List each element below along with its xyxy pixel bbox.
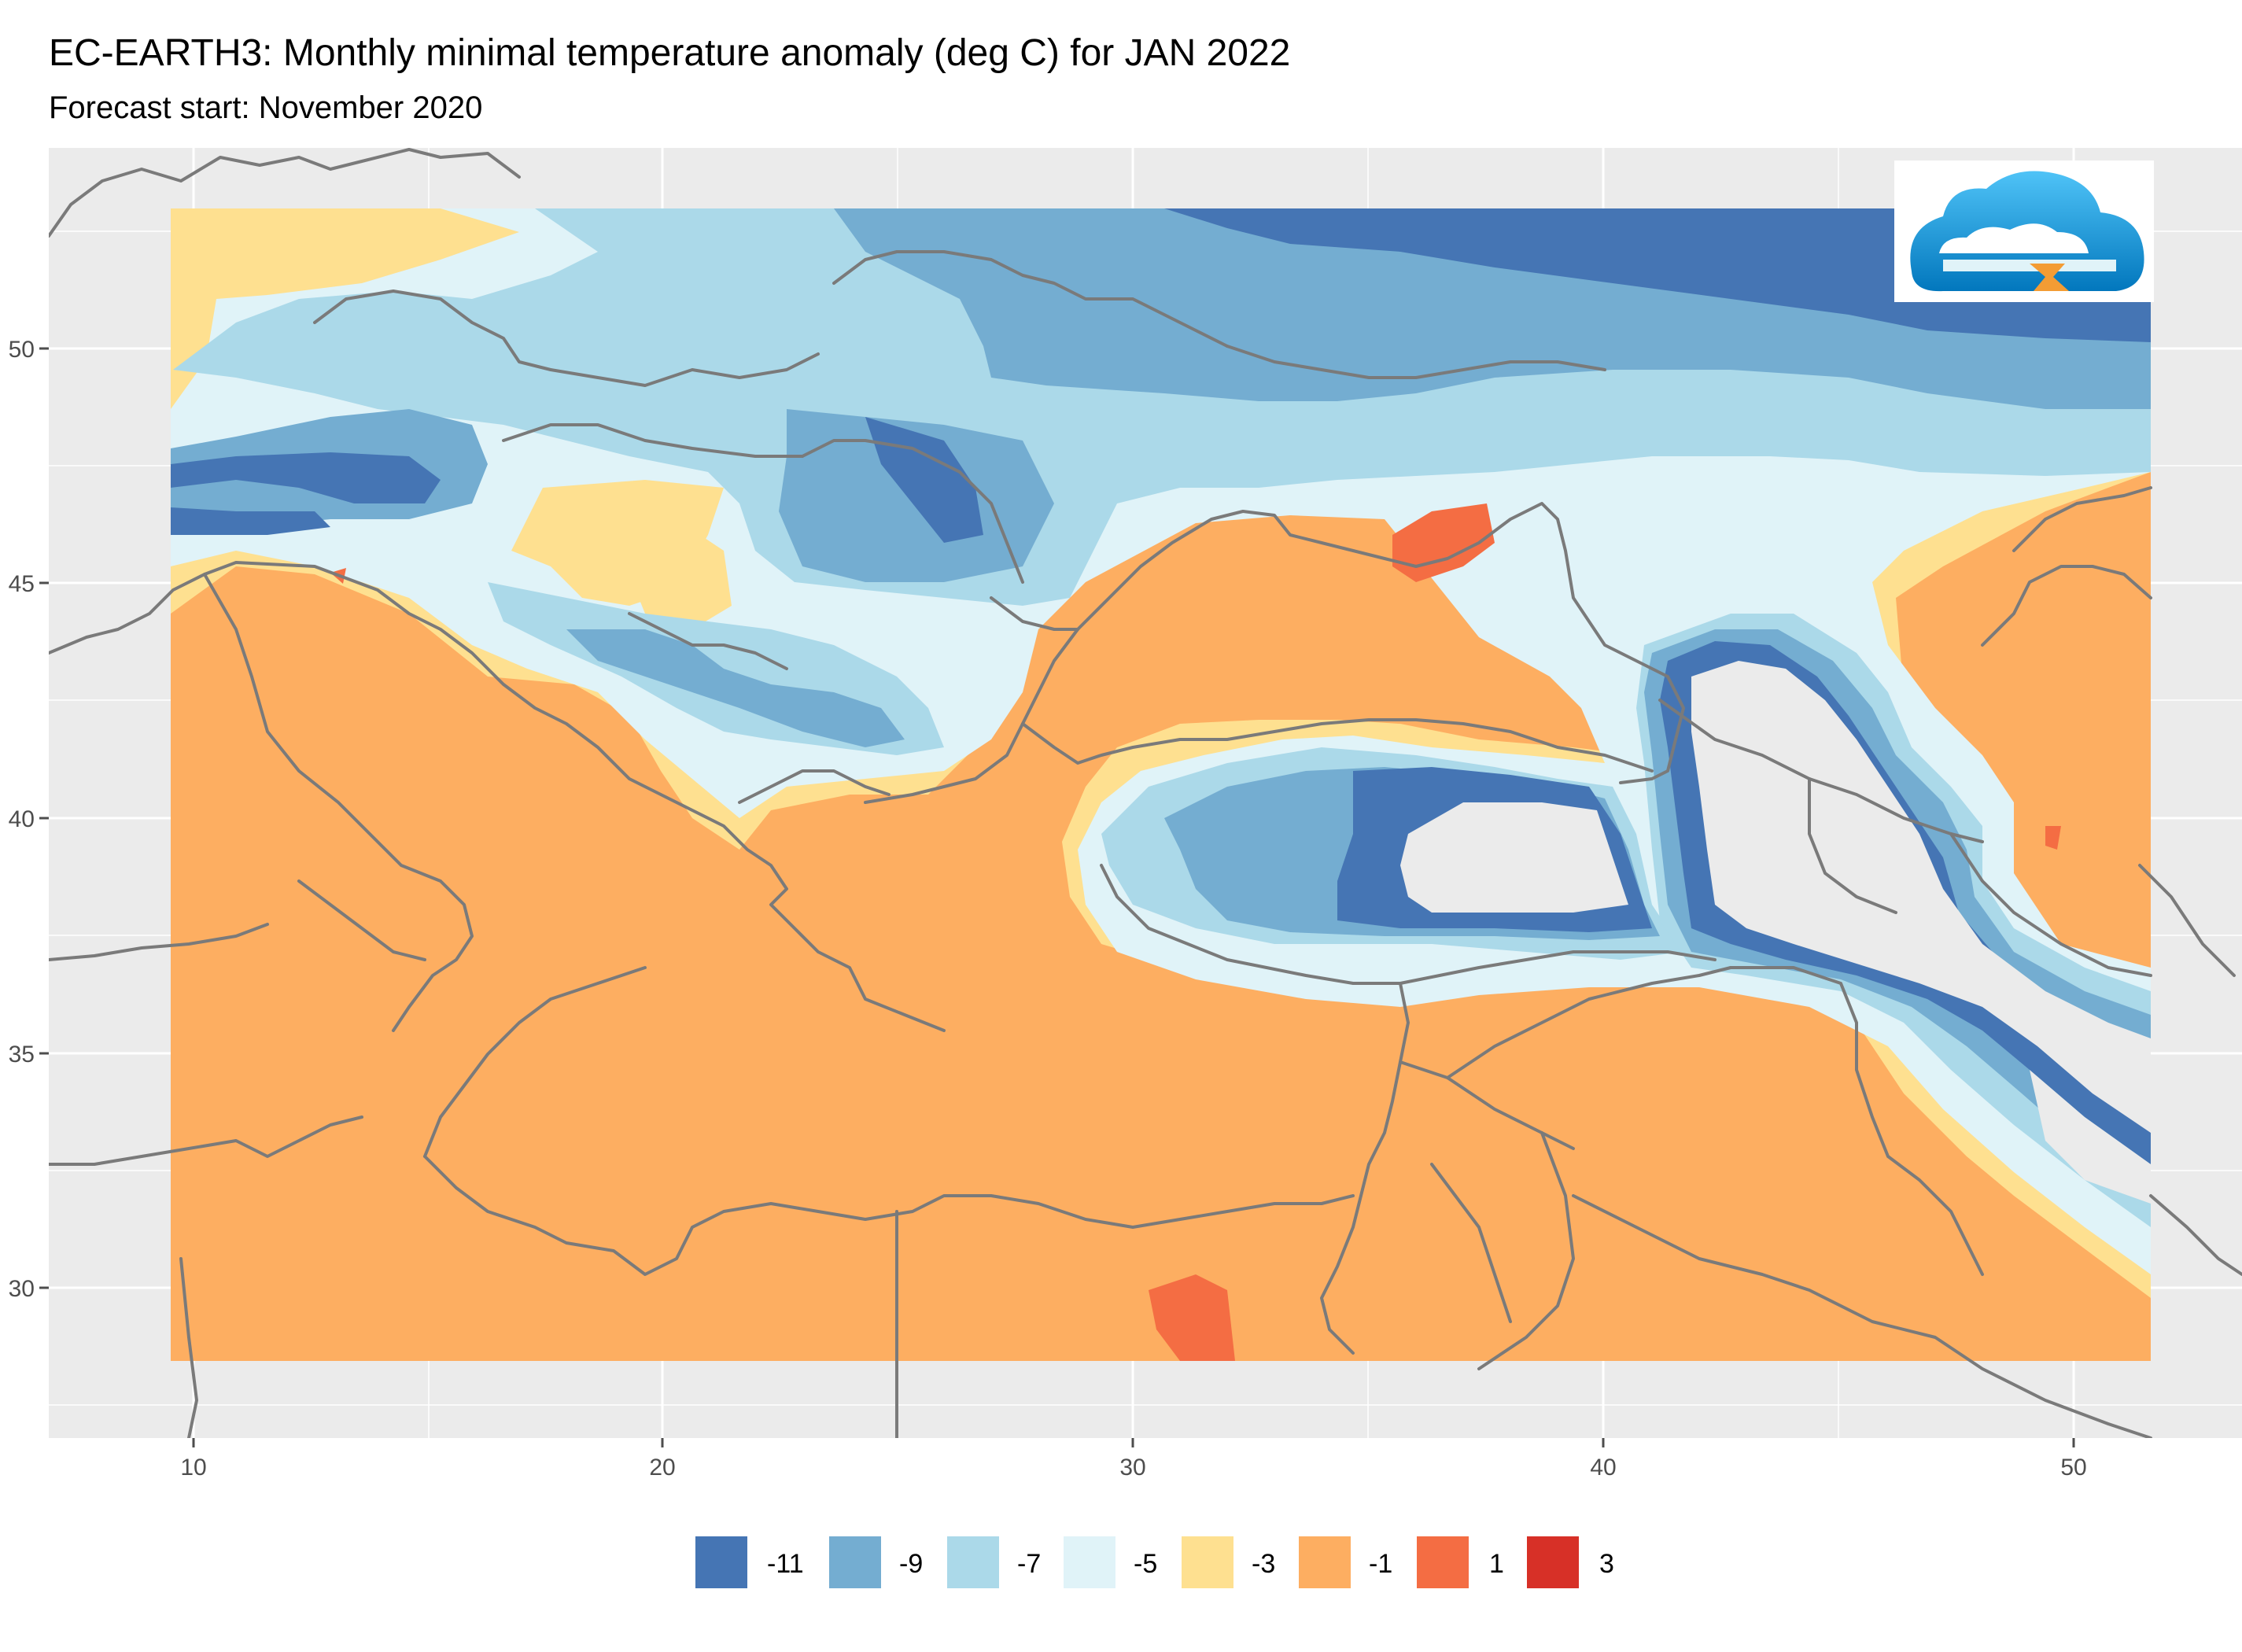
legend-swatch — [695, 1536, 747, 1588]
contour-patch-minus-3-hungary — [614, 519, 732, 629]
contour-band-plus-1-east — [2045, 826, 2061, 850]
x-tick-label: 50 — [2060, 1455, 2086, 1481]
contour-nodata-anatolia — [1400, 802, 1628, 913]
contour-band-minus-11-alps-south — [171, 507, 330, 535]
contour-band-plus-1-egypt — [1149, 1274, 1235, 1361]
y-axis-labels: 50 45 40 35 30 — [9, 337, 35, 1302]
contour-fills — [171, 208, 2151, 1361]
contour-patch-minus-3-north — [171, 208, 519, 385]
x-tick-label: 10 — [180, 1455, 206, 1481]
y-tick-label: 30 — [9, 1276, 35, 1302]
legend-label: -11 — [767, 1549, 804, 1579]
cloud-logo — [1894, 160, 2154, 302]
legend-swatch — [1417, 1536, 1469, 1588]
legend-label: 1 — [1489, 1549, 1504, 1579]
country-borders — [49, 148, 2242, 1438]
contour-band-minus-11-carpathians — [865, 417, 983, 543]
contour-band-minus-11-alps — [171, 452, 441, 503]
legend-swatch — [1299, 1536, 1351, 1588]
y-tick-label: 50 — [9, 337, 35, 363]
legend-swatch — [1064, 1536, 1115, 1588]
legend-swatch — [829, 1536, 881, 1588]
contour-band-plus-1-crimea — [1392, 503, 1495, 582]
legend-label: 3 — [1599, 1549, 1614, 1579]
legend-label: -9 — [899, 1549, 923, 1579]
y-tick-label: 35 — [9, 1042, 35, 1068]
y-tick-label: 40 — [9, 806, 35, 832]
legend-label: -1 — [1369, 1549, 1392, 1579]
legend-label: -7 — [1017, 1549, 1041, 1579]
chart-title: EC-EARTH3: Monthly minimal temperature a… — [49, 32, 1291, 74]
legend-label: -5 — [1134, 1549, 1157, 1579]
x-tick-label: 40 — [1590, 1455, 1616, 1481]
contour-band-minus-5 — [171, 208, 2151, 1274]
contour-nodata-iran — [2030, 1070, 2151, 1204]
contour-band-minus-9-balkans — [566, 629, 905, 747]
legend-swatch — [947, 1536, 999, 1588]
legend-label: -3 — [1252, 1549, 1275, 1579]
legend-swatch — [1182, 1536, 1233, 1588]
x-tick-label: 20 — [649, 1455, 675, 1481]
y-tick-label: 45 — [9, 571, 35, 597]
chart-subtitle: Forecast start: November 2020 — [49, 90, 483, 125]
axis-ticks — [39, 347, 2075, 1447]
legend-swatch — [1527, 1536, 1579, 1588]
x-axis-labels: 10 20 30 40 50 — [180, 1455, 2086, 1481]
x-tick-label: 30 — [1119, 1455, 1145, 1481]
legend: -11 -9 -7 -5 -3 -1 1 3 — [695, 1536, 1614, 1588]
